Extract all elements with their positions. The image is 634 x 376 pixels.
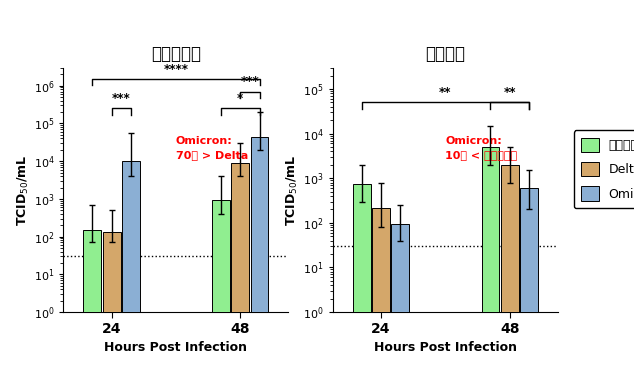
Legend: 原始病毒株, Delta, Omicron: 原始病毒株, Delta, Omicron (574, 130, 634, 208)
Y-axis label: TCID$_{50}$/mL: TCID$_{50}$/mL (285, 154, 301, 226)
Bar (122, 161, 139, 376)
Text: ****: **** (164, 63, 188, 76)
Bar (231, 163, 249, 376)
Bar (103, 232, 120, 376)
Text: ***: *** (112, 92, 131, 105)
Text: **: ** (439, 86, 451, 99)
Text: **: ** (503, 86, 516, 99)
Text: *: * (237, 92, 243, 105)
Title: 肺部組織: 肺部組織 (425, 45, 465, 63)
Title: 支氣管組織: 支氣管組織 (151, 45, 201, 63)
X-axis label: Hours Post Infection: Hours Post Infection (105, 341, 247, 354)
Bar (250, 136, 268, 376)
Text: Omicron:
10倍 < 原始病毒株: Omicron: 10倍 < 原始病毒株 (445, 136, 517, 160)
Y-axis label: TCID$_{50}$/mL: TCID$_{50}$/mL (16, 154, 31, 226)
Bar (212, 200, 230, 376)
Bar (353, 184, 371, 376)
Text: ***: *** (240, 76, 259, 88)
Text: Omicron:
70倍 > Delta: Omicron: 70倍 > Delta (176, 136, 248, 160)
Bar (482, 147, 499, 376)
X-axis label: Hours Post Infection: Hours Post Infection (374, 341, 517, 354)
Bar (501, 165, 519, 376)
Bar (84, 230, 101, 376)
Bar (372, 208, 390, 376)
Bar (520, 188, 538, 376)
Bar (392, 224, 409, 376)
